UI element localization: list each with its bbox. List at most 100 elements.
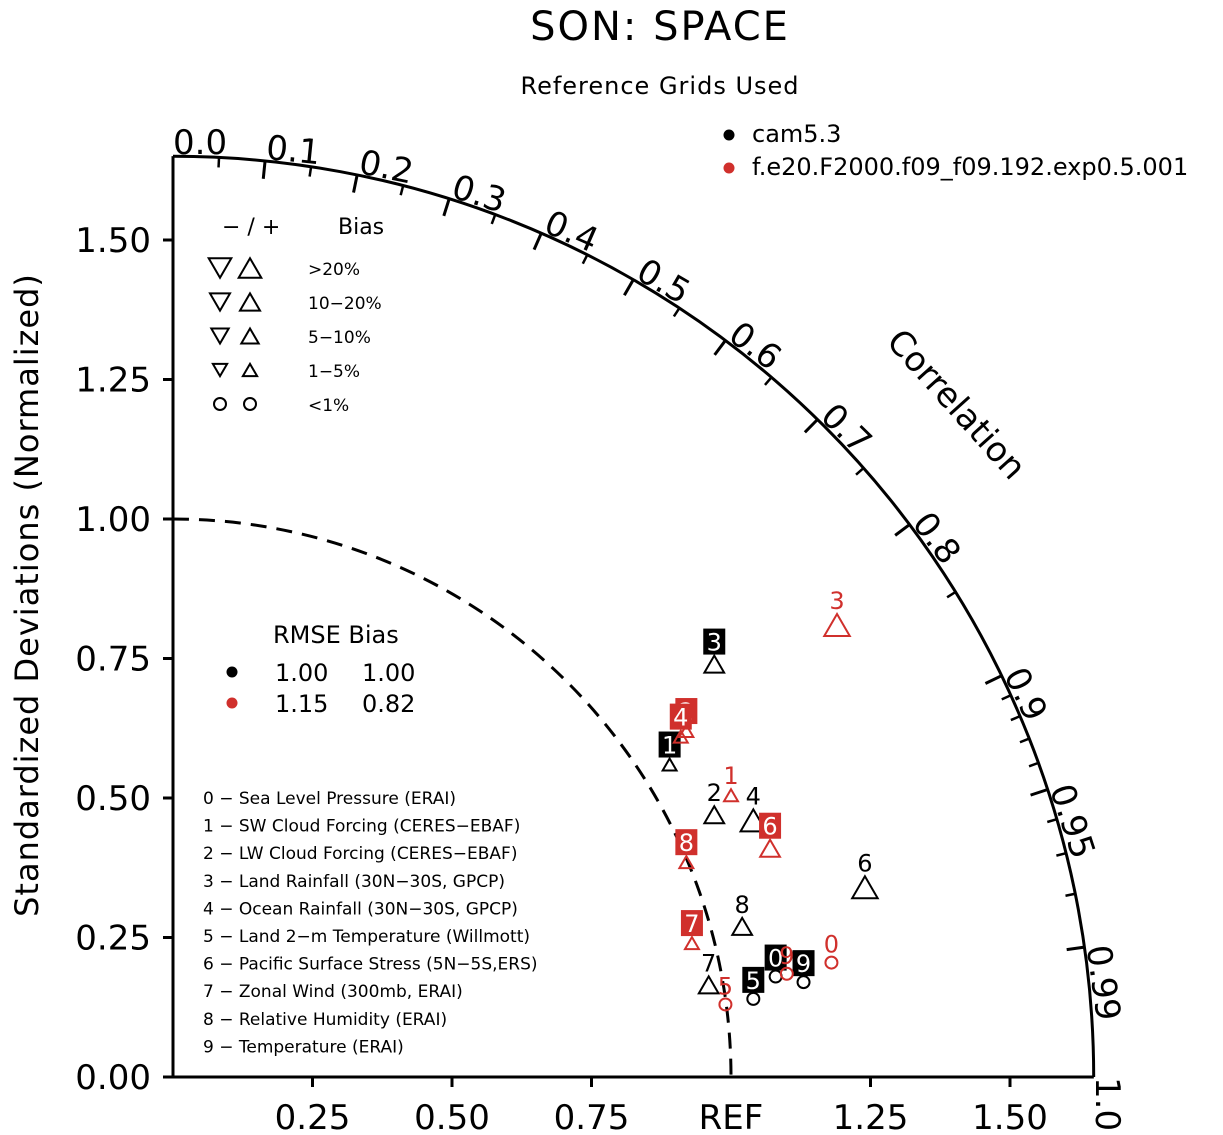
bias-legend: − / + Bias >20% 10−20% 5−10% 1−5% <1% [206,215,384,416]
ref-label: REF [699,1098,764,1135]
data-points: 01234567890123456789 [658,587,880,1012]
corr-minor-tick [308,166,313,177]
corr-minor-tick [1028,761,1039,768]
corr-tick-label: 0.6 [721,314,788,378]
variable-legend-item: 3 − Land Rainfall (30N−30S, GPCP) [203,872,505,892]
data-label: 8 [679,829,694,857]
reference-arc [172,517,733,1078]
y-tick-label: 0.75 [75,640,151,680]
corr-major-tick [442,198,451,217]
corr-minor-tick [1001,694,1012,701]
data-marker [702,804,726,825]
corr-major-tick [532,232,543,251]
data-point-0-9: 9 [792,950,815,990]
data-label: 5 [718,972,733,1000]
data-label: 5 [746,967,761,995]
data-marker [702,653,726,674]
variable-legend-item: 5 − Land 2−m Temperature (Willmott) [203,927,530,947]
rmse-bias-legend: RMSE Bias 1.00 1.00 1.15 0.82 [226,621,415,718]
variable-legend-item: 1 − SW Cloud Forcing (CERES−EBAF) [203,817,520,837]
corr-major-tick [1066,945,1085,952]
bias-value: 1.00 [362,659,415,687]
data-label-box [703,628,726,655]
y-tick-label: 0.25 [75,919,151,959]
down-triangle-icon [208,292,232,313]
series-dot-icon [226,666,238,678]
outer-arc [172,154,1096,1078]
data-marker [850,874,880,900]
bias-legend-row-label: 5−10% [308,328,371,348]
down-triangle-icon [211,362,229,379]
data-label: 3 [707,629,722,657]
data-point-1-8: 8 [675,829,698,870]
data-point-0-6: 6 [850,849,880,900]
data-point-0-3: 3 [702,628,726,674]
data-marker [683,935,701,951]
data-point-0-1: 1 [658,731,681,772]
x-tick-label: 0.25 [275,1098,351,1135]
corr-major-tick [984,674,1003,685]
y-tick-label: 1.50 [75,221,151,261]
data-marker [718,997,733,1012]
y-tick-label: 1.00 [75,500,151,540]
data-label: 2 [707,779,722,807]
variable-legend-item: 2 − LW Cloud Forcing (CERES−EBAF) [203,844,517,864]
rmse-value: 1.00 [275,659,328,687]
bias-legend-row-label: <1% [308,396,349,416]
corr-major-tick [261,160,267,179]
corr-minor-tick [1010,715,1021,722]
corr-minor-tick [672,307,681,318]
variable-legend-item: 6 − Pacific Surface Stress (5N−5S,ERS) [203,955,538,975]
corr-tick-label: 0.9 [995,661,1055,727]
y-axis-label: Standardized Deviations (Normalized) [8,273,46,917]
data-label: 6 [857,849,872,877]
corr-major-tick [623,278,635,296]
bias-legend-header: Bias [338,215,384,240]
data-marker [730,915,754,936]
data-label: 9 [779,942,794,970]
corr-minor-tick [1046,818,1058,824]
data-label-box [759,812,782,839]
x-tick-label: 0.75 [554,1098,630,1135]
down-triangle-icon [209,327,231,346]
corr-minor-tick [217,157,221,168]
corr-minor-tick [581,254,589,265]
x-tick-label: 1.50 [972,1098,1048,1135]
data-marker [677,854,696,870]
data-label-box [742,966,765,993]
x-tick-label: 0.50 [414,1098,490,1135]
data-marker [758,837,782,858]
bias-legend-row-label: 10−20% [308,294,382,314]
circle-icon [243,397,257,411]
circle-icon [213,397,227,411]
down-triangle-icon [206,257,234,280]
data-point-1-7: 7 [680,910,703,951]
variable-legend-item: 7 − Zonal Wind (300mb, ERAI) [203,982,463,1002]
bias-value: 0.82 [362,690,415,718]
corr-tick-label: 0.7 [813,396,880,462]
bias-legend-signs: − / + [222,215,280,240]
corr-minor-tick [1065,892,1076,897]
data-point-1-4: 4 [669,703,692,744]
series-name: f.e20.F2000.f09_f09.192.exp0.5.001 [752,153,1188,181]
corr-minor-tick [1019,737,1030,744]
series-dot-icon [723,129,735,141]
corr-major-tick [894,523,911,537]
bias-legend-row-label: >20% [308,260,360,280]
up-triangle-icon [236,256,264,279]
rmse-value: 1.15 [275,690,328,718]
data-point-0-5: 5 [742,966,765,1006]
x-tick-label: 1.25 [833,1098,909,1135]
data-point-1-1: 1 [722,762,740,803]
corr-major-tick [803,418,819,434]
corr-minor-tick [399,185,405,196]
data-marker [824,955,839,970]
data-label: 8 [735,891,750,919]
variable-legend-item: 4 − Ocean Rainfall (30N−30S, GPCP) [203,899,518,919]
series-dot-icon [226,697,238,709]
data-label: 9 [796,950,811,978]
chart-subtitle: Reference Grids Used [520,72,799,100]
data-label: 1 [662,732,677,760]
data-label-box [658,731,681,758]
